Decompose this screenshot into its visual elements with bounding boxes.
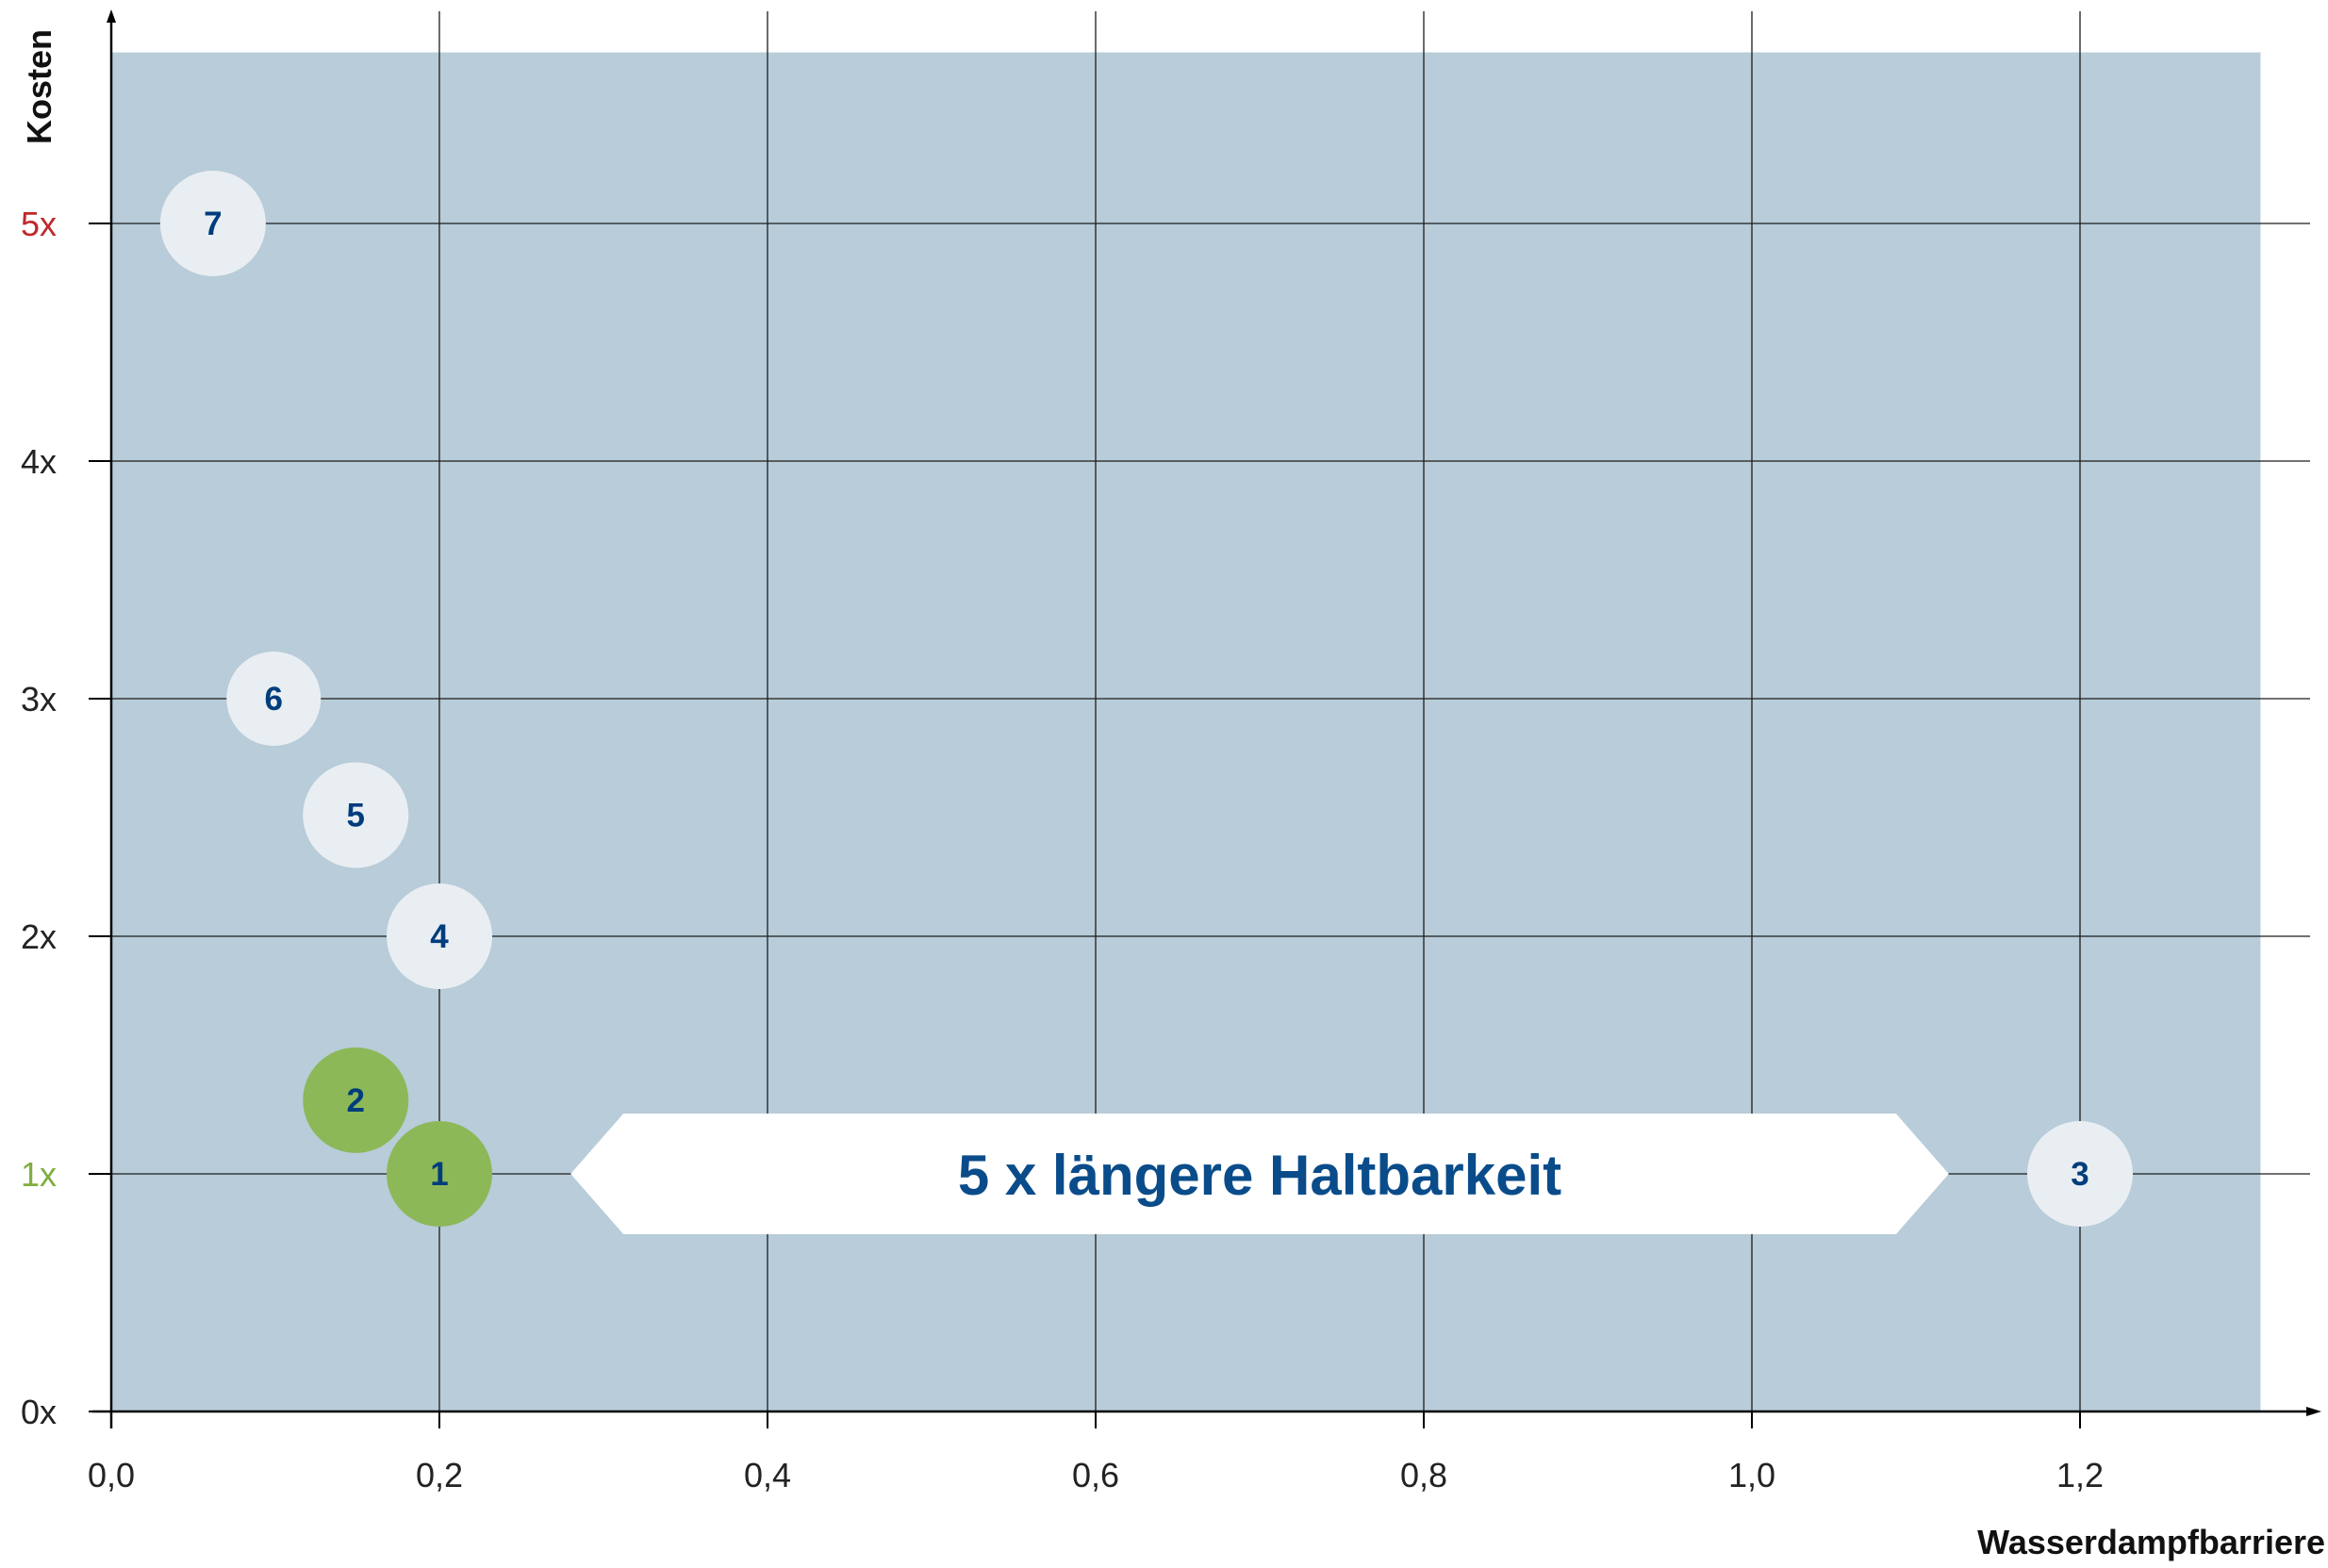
data-point	[226, 652, 322, 746]
axes	[92, 9, 2321, 1428]
data-point	[159, 171, 266, 276]
data-point-label: 3	[2071, 1156, 2089, 1193]
data-point-label: 4	[430, 918, 449, 955]
data-point	[303, 762, 409, 868]
banner-shape	[570, 1114, 1949, 1234]
x-axis-title: Wasserdampfbarriere	[1977, 1523, 2325, 1561]
x-tick-label: 0,0	[88, 1456, 135, 1494]
data-point	[2027, 1121, 2133, 1227]
y-tick-label: 2x	[21, 917, 57, 956]
x-tick-label: 0,8	[1400, 1456, 1447, 1494]
x-tick-label: 1,0	[1728, 1456, 1775, 1494]
y-tick-label: 1x	[21, 1155, 57, 1194]
x-axis-ticks: 0,0 0,2 0,4 0,6 0,8 1,0 1,2	[88, 1411, 2104, 1494]
x-tick-label: 1,2	[2056, 1456, 2104, 1494]
banner-text: 5 x längere Haltbarkeit	[958, 1144, 1561, 1207]
data-point	[387, 1121, 492, 1227]
x-tick-label: 0,2	[416, 1456, 463, 1494]
annotation-banner: 5 x längere Haltbarkeit	[570, 1114, 1949, 1234]
data-point	[303, 1047, 409, 1153]
x-tick-label: 0,4	[744, 1456, 791, 1494]
y-tick-label: 3x	[21, 680, 57, 718]
x-axis-arrow	[2306, 1407, 2321, 1416]
y-axis-ticks: 0x 1x 2x 3x 4x 5x	[21, 205, 111, 1431]
data-point-label: 1	[430, 1156, 448, 1193]
y-axis-title: Kosten	[20, 29, 58, 144]
x-tick-label: 0,6	[1072, 1456, 1119, 1494]
data-point-label: 7	[204, 206, 222, 242]
y-axis-arrow	[107, 9, 116, 23]
data-point-label: 5	[347, 797, 365, 834]
data-point-label: 2	[347, 1082, 365, 1119]
data-point	[387, 883, 492, 989]
y-tick-label: 4x	[21, 442, 57, 481]
y-tick-label: 0x	[21, 1393, 57, 1431]
data-point-label: 6	[265, 681, 283, 718]
data-points: 7 6 5 4 2 1 3	[159, 171, 2133, 1227]
y-tick-label: 5x	[21, 205, 57, 243]
